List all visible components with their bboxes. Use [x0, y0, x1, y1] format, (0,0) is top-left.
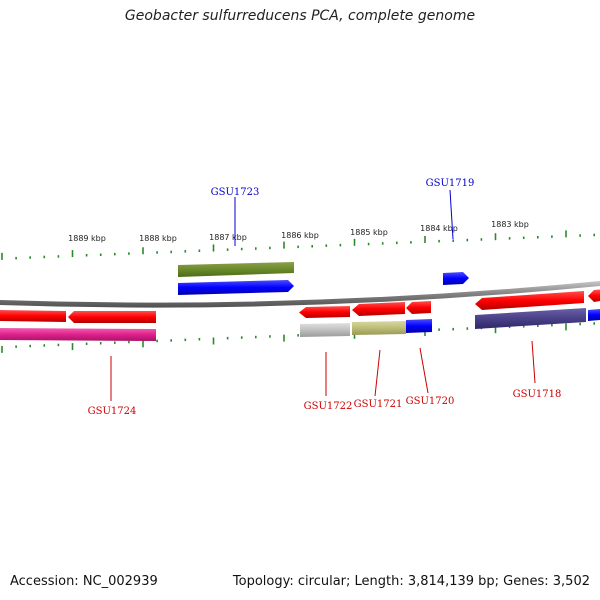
gene-feature-gsu1721-red[interactable]	[352, 302, 405, 316]
label-leader-line	[449, 189, 454, 240]
scale-ticks-top	[1, 230, 596, 260]
scale-tick-label: 1883 kbp	[491, 220, 529, 229]
scale-tick-label: 1884 kbp	[420, 224, 458, 233]
scale-tick-label: 1887 kbp	[209, 233, 247, 242]
gene-feature-edge-blue[interactable]	[588, 309, 600, 321]
gene-feature-gsu1724-red-a[interactable]	[0, 310, 66, 322]
label-leader-line	[374, 349, 381, 397]
gene-label-gsu1723[interactable]: GSU1723	[211, 187, 260, 198]
gene-feature-edge-red[interactable]	[588, 289, 600, 303]
gene-label-gsu1719[interactable]: GSU1719	[426, 178, 475, 189]
gene-feature-gsu1718-purple[interactable]	[475, 308, 586, 329]
gene-label-gsu1721[interactable]: GSU1721	[354, 399, 403, 410]
gene-label-gsu1720[interactable]: GSU1720	[406, 396, 455, 407]
gene-feature-gsu1723-blue[interactable]	[178, 280, 294, 295]
genome-backbone	[0, 281, 600, 308]
scale-tick-label: 1889 kbp	[68, 234, 106, 243]
map-title: Geobacter sulfurreducens PCA, complete g…	[124, 8, 476, 24]
gene-feature-gsu1723-olive[interactable]	[178, 262, 294, 277]
genome-summary-text: Topology: circular; Length: 3,814,139 bp…	[232, 574, 590, 589]
gene-label-gsu1724[interactable]: GSU1724	[88, 406, 137, 417]
accession-text: Accession: NC_002939	[10, 574, 158, 589]
gene-feature-gsu1718-red[interactable]	[475, 291, 584, 310]
label-leader-line	[419, 347, 429, 394]
gene-label-gsu1718[interactable]: GSU1718	[513, 389, 562, 400]
gene-feature-gsu1721-khaki[interactable]	[352, 321, 406, 335]
scale-tick-label: 1885 kbp	[350, 228, 388, 237]
gene-feature-gsu1720-red[interactable]	[406, 301, 431, 314]
gene-label-gsu1722[interactable]: GSU1722	[304, 401, 353, 412]
gene-feature-gsu1722-red[interactable]	[299, 306, 350, 318]
gene-feature-gsu1724-pink[interactable]	[0, 328, 156, 341]
label-leader-line	[531, 340, 536, 384]
gene-feature-gsu1720-blue[interactable]	[406, 319, 432, 333]
gene-feature-gsu1719[interactable]	[443, 272, 469, 285]
gene-feature-gsu1724-red-b[interactable]	[68, 311, 156, 323]
gene-feature-gsu1722-gray[interactable]	[300, 323, 350, 337]
scale-tick-label: 1886 kbp	[281, 231, 319, 240]
scale-tick-label: 1888 kbp	[139, 234, 177, 243]
